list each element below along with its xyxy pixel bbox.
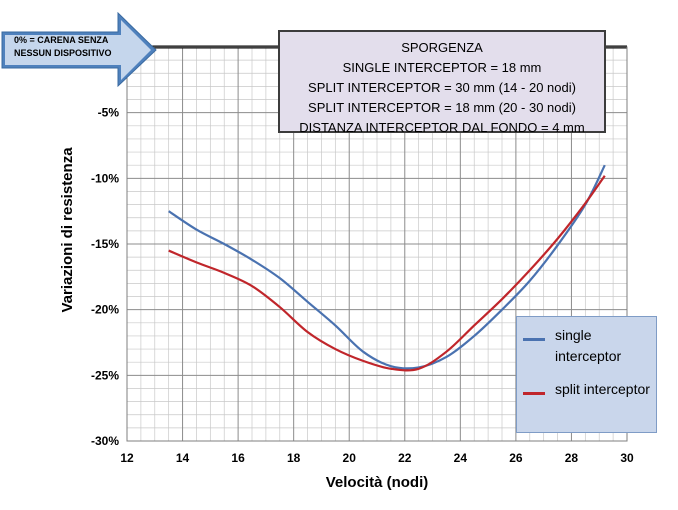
baseline-note-text: 0% = CARENA SENZA NESSUN DISPOSITIVO: [14, 34, 134, 60]
legend-swatch-single: [523, 338, 545, 341]
info-line-split-high: SPLIT INTERCEPTOR = 18 mm (20 - 30 nodi): [308, 100, 576, 115]
legend-swatch-split: [523, 392, 545, 395]
legend-item-single: single interceptor: [523, 325, 653, 375]
series-layer: [168, 164, 606, 372]
x-tick-label: 22: [398, 451, 412, 465]
y-tick-label: -10%: [91, 171, 119, 185]
y-tick-label: -20%: [91, 303, 119, 317]
x-tick-labels: 12 14 16 18 20 22 24 26 28 30: [120, 451, 634, 465]
legend-item-split: split interceptor: [523, 379, 653, 429]
info-line-title: SPORGENZA: [401, 40, 483, 55]
legend: single interceptor split interceptor: [516, 316, 657, 433]
y-tick-label: -25%: [91, 368, 119, 382]
x-tick-label: 28: [565, 451, 579, 465]
legend-label-split: split interceptor: [555, 381, 650, 397]
x-axis-title: Velocità (nodi): [326, 474, 429, 491]
baseline-note-arrow: 0% = CARENA SENZA NESSUN DISPOSITIVO: [0, 12, 160, 88]
x-tick-label: 14: [176, 451, 190, 465]
baseline-note-line-2: NESSUN DISPOSITIVO: [14, 48, 112, 58]
arrow-inner-fill: [5, 20, 151, 80]
series-line-single-interceptor: [168, 164, 606, 370]
x-tick-label: 30: [620, 451, 634, 465]
y-tick-label: -15%: [91, 237, 119, 251]
info-line-single: SINGLE INTERCEPTOR = 18 mm: [342, 60, 542, 75]
y-axis-title: Variazioni di resistenza: [59, 147, 76, 313]
legend-label-single: single interceptor: [555, 327, 622, 364]
x-tick-label: 20: [343, 451, 357, 465]
x-tick-label: 12: [120, 451, 134, 465]
info-line-split-low: SPLIT INTERCEPTOR = 30 mm (14 - 20 nodi): [308, 80, 576, 95]
y-tick-labels: -5% -10% -15% -20% -25% -30%: [91, 106, 119, 448]
x-tick-label: 24: [454, 451, 468, 465]
x-tick-label: 26: [509, 451, 523, 465]
x-tick-label: 18: [287, 451, 301, 465]
y-tick-label: -30%: [91, 434, 119, 448]
settings-info-box: SPORGENZA SINGLE INTERCEPTOR = 18 mm SPL…: [278, 30, 606, 135]
info-line-distance: DISTANZA INTERCEPTOR DAL FONDO = 4 mm: [299, 120, 585, 135]
y-tick-label: -5%: [98, 106, 120, 120]
baseline-note-line-1: 0% = CARENA SENZA: [14, 35, 109, 45]
x-tick-label: 16: [231, 451, 245, 465]
series-line-split-interceptor: [168, 175, 606, 372]
